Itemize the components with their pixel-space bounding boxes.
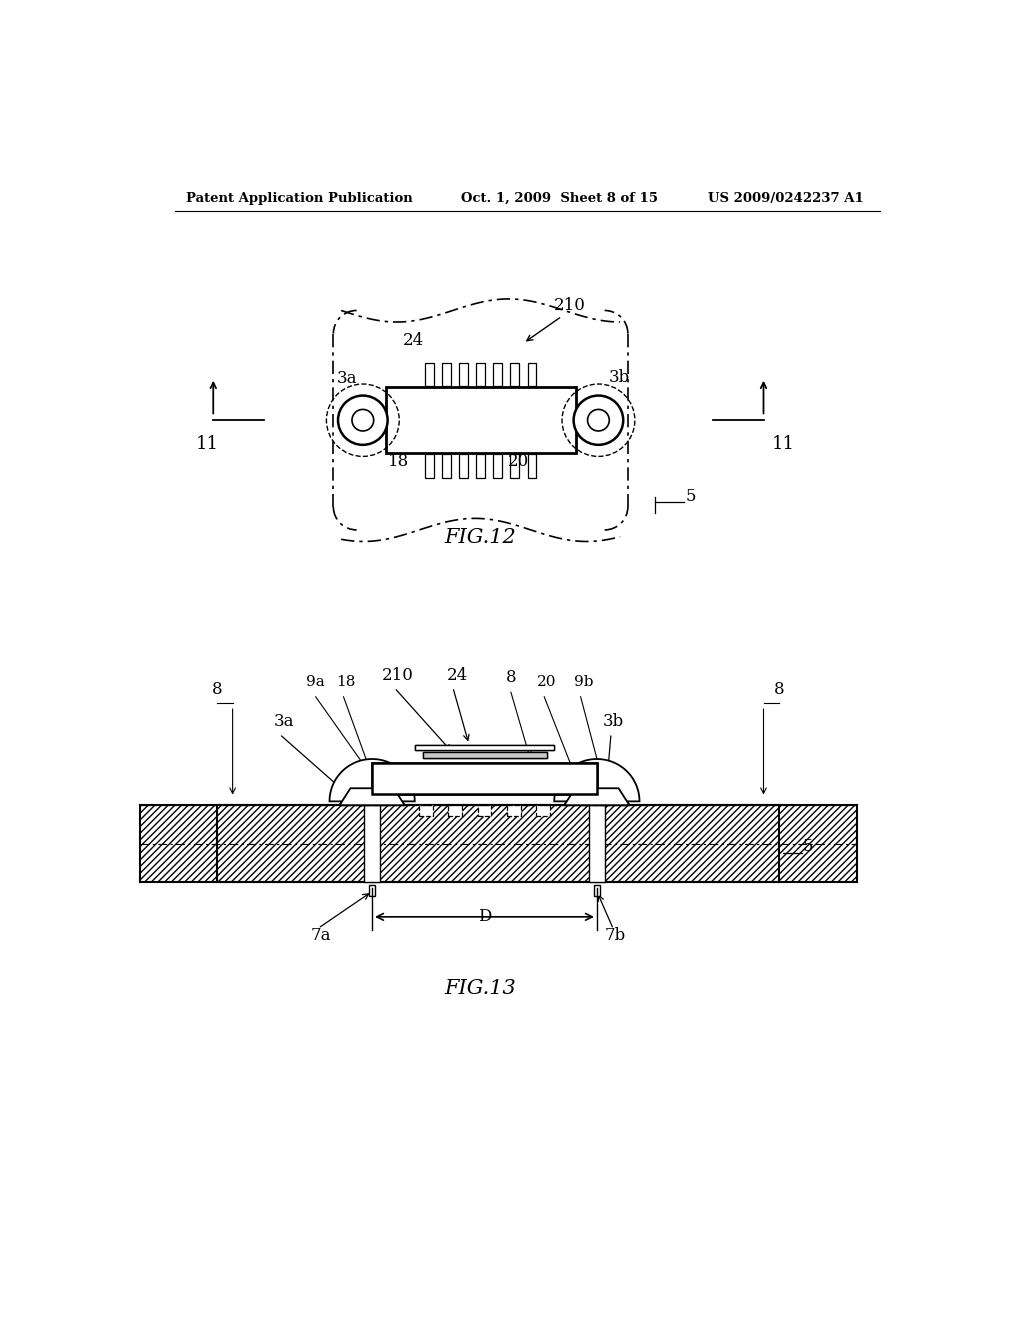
- Text: 9a: 9a: [306, 675, 325, 689]
- Bar: [460, 454, 468, 478]
- Bar: [365, 805, 380, 882]
- Text: 3a: 3a: [273, 713, 294, 730]
- Text: 18: 18: [388, 453, 409, 470]
- Text: 24: 24: [403, 331, 424, 348]
- Text: Oct. 1, 2009  Sheet 8 of 15: Oct. 1, 2009 Sheet 8 of 15: [461, 191, 658, 205]
- Bar: [442, 454, 451, 478]
- Bar: [594, 886, 600, 896]
- Text: 20: 20: [508, 453, 529, 470]
- Bar: [494, 363, 502, 385]
- Polygon shape: [330, 759, 415, 801]
- Circle shape: [338, 396, 388, 445]
- Text: Patent Application Publication: Patent Application Publication: [186, 191, 413, 205]
- Text: US 2009/0242237 A1: US 2009/0242237 A1: [709, 191, 864, 205]
- Text: 7b: 7b: [604, 927, 626, 944]
- Text: FIG.13: FIG.13: [444, 979, 516, 998]
- Circle shape: [352, 409, 374, 430]
- Text: 3b: 3b: [608, 368, 630, 385]
- Bar: [510, 454, 519, 478]
- Text: 11: 11: [771, 436, 795, 454]
- Bar: [415, 744, 554, 750]
- Polygon shape: [554, 759, 640, 801]
- Bar: [494, 454, 502, 478]
- Text: 5: 5: [802, 838, 813, 855]
- Bar: [779, 805, 856, 882]
- Bar: [425, 363, 434, 385]
- Bar: [589, 805, 604, 882]
- Text: D: D: [478, 908, 492, 924]
- Bar: [442, 363, 451, 385]
- Bar: [507, 805, 521, 816]
- Text: 18: 18: [336, 675, 355, 689]
- Text: 24: 24: [447, 667, 469, 684]
- Bar: [139, 805, 217, 882]
- Bar: [139, 805, 217, 882]
- Bar: [537, 805, 550, 816]
- Text: 9b: 9b: [573, 675, 593, 689]
- Bar: [476, 363, 485, 385]
- Bar: [460, 363, 468, 385]
- Text: 3b: 3b: [603, 713, 625, 730]
- Bar: [217, 805, 779, 882]
- Bar: [779, 805, 856, 882]
- Bar: [476, 454, 485, 478]
- Bar: [415, 744, 554, 750]
- Bar: [372, 763, 597, 793]
- Text: 11: 11: [196, 436, 218, 454]
- Text: 5: 5: [686, 488, 696, 506]
- Bar: [369, 886, 375, 896]
- Bar: [423, 752, 547, 758]
- Text: 210: 210: [554, 297, 586, 314]
- Bar: [372, 763, 597, 793]
- Bar: [477, 805, 492, 816]
- Polygon shape: [564, 788, 630, 805]
- Text: 8: 8: [212, 681, 222, 697]
- Polygon shape: [340, 788, 404, 805]
- Text: FIG.12: FIG.12: [444, 528, 516, 548]
- Bar: [425, 454, 434, 478]
- Circle shape: [588, 409, 609, 430]
- Bar: [419, 805, 432, 816]
- Text: 3a: 3a: [337, 370, 357, 387]
- Bar: [510, 363, 519, 385]
- Text: 20: 20: [538, 675, 557, 689]
- Polygon shape: [564, 788, 630, 805]
- Text: 7a: 7a: [310, 927, 331, 944]
- Bar: [423, 752, 547, 758]
- Bar: [449, 805, 462, 816]
- Bar: [386, 388, 575, 453]
- Polygon shape: [340, 788, 404, 805]
- Text: 8: 8: [506, 669, 516, 686]
- Bar: [527, 363, 536, 385]
- Bar: [527, 454, 536, 478]
- Text: 210: 210: [382, 667, 414, 684]
- Circle shape: [573, 396, 624, 445]
- Text: 8: 8: [774, 681, 784, 697]
- Bar: [217, 805, 779, 882]
